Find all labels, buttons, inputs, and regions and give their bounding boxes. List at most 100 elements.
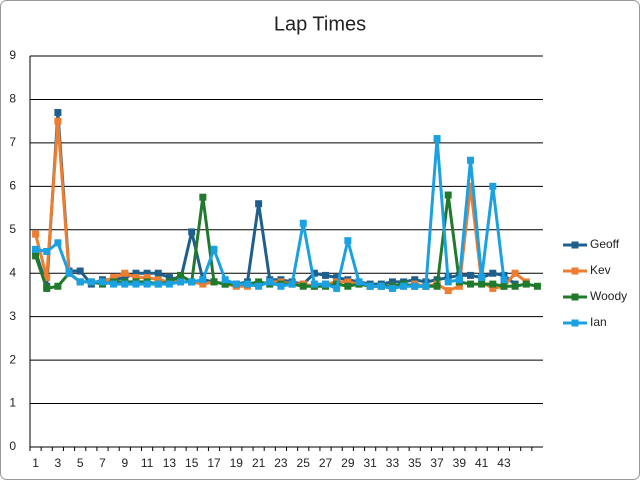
point	[54, 282, 62, 290]
point	[121, 280, 129, 288]
point	[288, 280, 296, 288]
point	[165, 280, 173, 288]
legend-marker	[571, 241, 579, 249]
x-tick-label: 11	[141, 456, 154, 470]
point	[221, 276, 229, 284]
x-tick-label: 1	[32, 456, 39, 470]
point	[467, 182, 475, 190]
point	[210, 245, 218, 253]
point	[344, 278, 352, 286]
point	[533, 282, 541, 290]
point	[500, 276, 508, 284]
x-tick-label: 17	[207, 456, 221, 470]
point	[433, 135, 441, 143]
point	[478, 274, 486, 282]
point	[444, 191, 452, 199]
legend-label: Kev	[590, 263, 611, 277]
point	[310, 269, 318, 277]
point	[422, 282, 430, 290]
x-tick-label: 21	[252, 456, 266, 470]
point	[255, 200, 263, 208]
x-tick-label: 7	[99, 456, 106, 470]
point	[489, 280, 497, 288]
x-tick-label: 39	[453, 456, 467, 470]
point	[333, 274, 341, 282]
point	[121, 274, 129, 282]
point	[444, 278, 452, 286]
point	[110, 274, 118, 282]
x-tick-label: 25	[297, 456, 311, 470]
point	[65, 269, 73, 277]
point	[444, 287, 452, 295]
y-tick-label: 0	[9, 439, 16, 453]
legend-marker	[571, 319, 579, 327]
point	[76, 267, 84, 275]
point	[43, 248, 51, 255]
legend-label: Geoff	[590, 237, 620, 251]
point	[489, 284, 497, 292]
point	[232, 280, 240, 288]
x-tick-label: 27	[319, 456, 333, 470]
y-tick-label: 8	[9, 92, 16, 106]
x-tick-label: 23	[274, 456, 288, 470]
point	[478, 280, 486, 288]
point	[243, 280, 251, 288]
point	[154, 276, 162, 284]
y-tick-label: 1	[9, 396, 16, 410]
y-tick-label: 4	[9, 265, 16, 279]
point	[522, 280, 530, 288]
point	[43, 284, 51, 292]
x-tick-label: 41	[475, 456, 489, 470]
y-tick-label: 7	[9, 135, 16, 149]
point	[467, 156, 475, 164]
point	[199, 280, 207, 288]
point	[344, 282, 352, 290]
point	[177, 271, 185, 279]
point	[310, 280, 318, 288]
x-tick-label: 43	[497, 456, 511, 470]
point	[32, 230, 40, 238]
point	[489, 182, 497, 190]
point	[110, 280, 118, 288]
x-tick-label: 29	[341, 456, 355, 470]
point	[154, 269, 162, 277]
point	[54, 117, 62, 125]
point	[511, 282, 519, 290]
point	[299, 282, 307, 290]
point	[210, 278, 218, 286]
point	[411, 282, 419, 290]
point	[400, 282, 408, 290]
point	[43, 274, 51, 282]
point	[455, 276, 463, 284]
point	[299, 219, 307, 227]
point	[377, 282, 385, 290]
chart-title: Lap Times	[274, 13, 366, 35]
point	[132, 274, 140, 282]
point	[266, 278, 274, 286]
point	[322, 280, 330, 288]
point	[411, 276, 419, 284]
point	[143, 280, 151, 288]
point	[121, 269, 129, 277]
point	[489, 269, 497, 277]
x-tick-label: 37	[430, 456, 444, 470]
point	[199, 193, 207, 201]
point	[132, 269, 140, 277]
point	[433, 282, 441, 290]
point	[322, 271, 330, 279]
point	[388, 278, 396, 286]
point	[467, 280, 475, 288]
point	[467, 271, 475, 279]
point	[32, 252, 40, 260]
point	[32, 245, 40, 253]
legend-label: Ian	[590, 315, 607, 329]
legend-marker	[571, 293, 579, 301]
point	[355, 278, 363, 286]
point	[455, 282, 463, 290]
point	[54, 239, 62, 247]
point	[177, 278, 185, 286]
y-tick-label: 5	[9, 222, 16, 236]
point	[98, 278, 106, 286]
x-tick-label: 5	[77, 456, 84, 470]
